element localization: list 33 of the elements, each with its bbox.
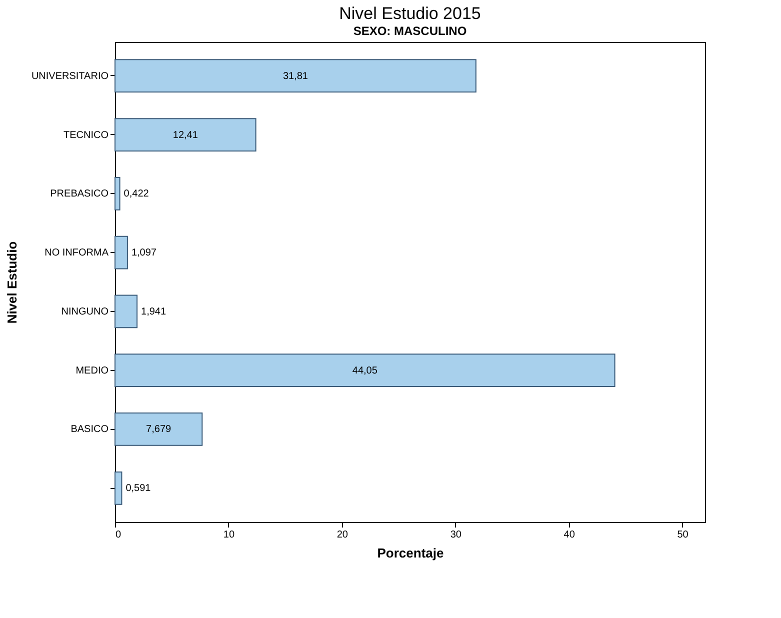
chart-subtitle: SEXO: MASCULINO xyxy=(353,24,467,38)
bar xyxy=(114,236,128,270)
data-label: 1,941 xyxy=(141,306,166,318)
bar xyxy=(114,354,616,388)
data-label: 0,422 xyxy=(124,188,150,200)
data-label: 7,679 xyxy=(146,424,172,436)
data-label: 12,41 xyxy=(172,130,198,141)
x-tick-label: 30 xyxy=(450,530,462,540)
bar xyxy=(114,471,122,505)
y-tick-label: NINGUNO xyxy=(61,306,109,318)
x-tick-label: 0 xyxy=(116,530,122,540)
y-tick-label: PREBASICO xyxy=(50,188,109,200)
data-label: 1,097 xyxy=(131,248,157,259)
data-label: 0,591 xyxy=(126,483,152,494)
y-tick-label: NO INFORMA xyxy=(44,248,109,259)
y-tick-label: BASICO xyxy=(70,424,109,436)
x-axis-title: Porcentaje xyxy=(377,546,444,560)
bar xyxy=(114,176,120,210)
bar xyxy=(114,294,138,328)
data-label: 31,81 xyxy=(282,70,308,82)
bar xyxy=(114,412,203,446)
chart-title: Nivel Estudio 2015 xyxy=(339,4,481,23)
y-tick-label: MEDIO xyxy=(76,365,109,376)
data-label: 44,05 xyxy=(352,365,378,376)
y-tick-label: UNIVERSITARIO xyxy=(31,70,109,82)
x-tick-label: 10 xyxy=(223,530,235,540)
x-tick-label: 20 xyxy=(336,530,348,540)
bar xyxy=(114,59,476,93)
bar xyxy=(114,118,256,152)
x-tick-label: 50 xyxy=(677,530,689,540)
y-tick-label: TECNICO xyxy=(64,130,109,141)
x-tick-label: 40 xyxy=(564,530,576,540)
y-axis-title: Nivel Estudio xyxy=(4,241,20,324)
